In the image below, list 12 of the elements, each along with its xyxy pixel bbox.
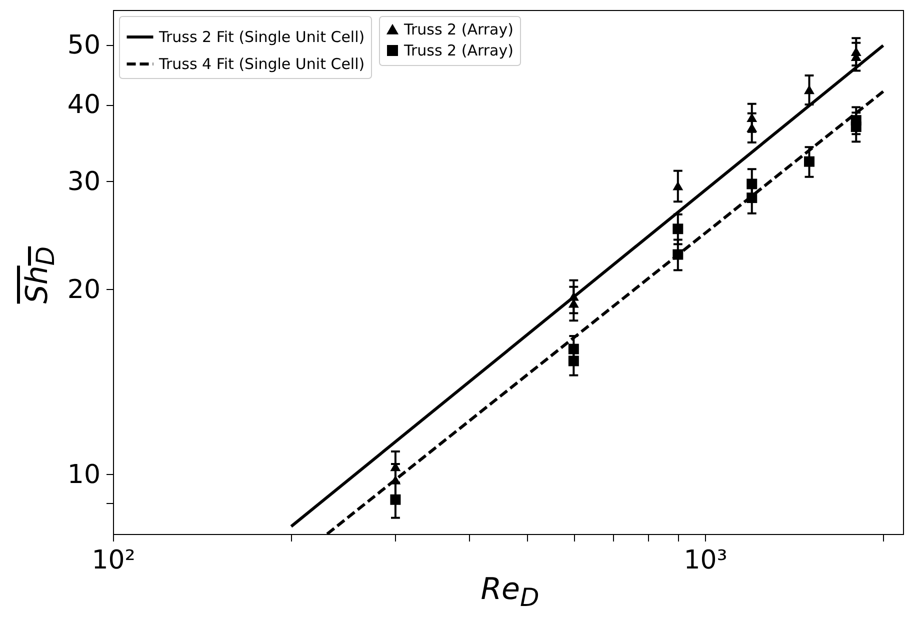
legend-label: Truss 2 (Array) <box>403 42 514 60</box>
legend-label: Truss 2 (Array) <box>403 20 514 38</box>
legend-label: Truss 4 Fit (Single Unit Cell) <box>158 55 365 73</box>
y-tick-label: 40 <box>67 90 100 120</box>
x-tick-label: 10³ <box>684 546 728 576</box>
y-tick-label: 10 <box>67 460 100 490</box>
y-tick-label: 50 <box>67 30 100 60</box>
y-tick-label: 30 <box>67 166 100 197</box>
legend-label: Truss 2 Fit (Single Unit Cell) <box>158 28 365 46</box>
y-tick-label: 20 <box>67 274 100 305</box>
x-tick-label: 10² <box>92 546 136 576</box>
x-axis-title: Re$_{D}$ <box>480 572 540 612</box>
